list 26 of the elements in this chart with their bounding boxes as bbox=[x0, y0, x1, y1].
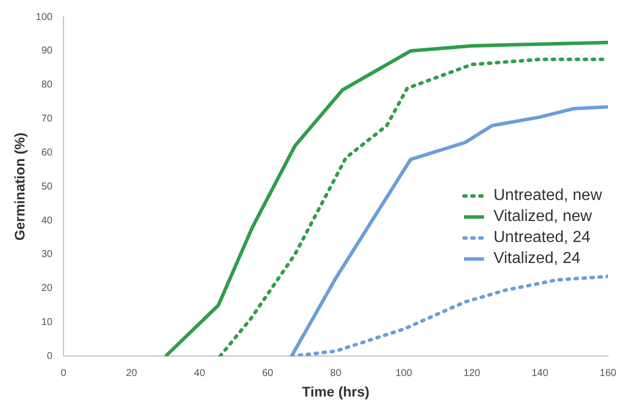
y-tick-label: 80 bbox=[41, 80, 53, 91]
x-tick-label: 60 bbox=[262, 368, 274, 379]
y-tick-label: 30 bbox=[41, 249, 53, 260]
x-tick-label: 120 bbox=[464, 368, 481, 379]
legend-label: Untreated, 24 bbox=[493, 228, 590, 248]
x-tick-label: 140 bbox=[532, 368, 549, 379]
y-tick-label: 40 bbox=[41, 215, 53, 226]
y-tick-label: 10 bbox=[41, 317, 53, 328]
y-tick-label: 90 bbox=[41, 46, 53, 57]
legend-label: Vitalized, 24 bbox=[493, 249, 580, 270]
legend-label: Vitalized, new bbox=[493, 207, 592, 228]
y-axis-title: Germination (%) bbox=[11, 132, 28, 241]
x-tick-label: 100 bbox=[395, 368, 413, 379]
y-tick-label: 20 bbox=[41, 283, 53, 294]
x-tick-label: 20 bbox=[126, 368, 138, 379]
y-tick-label: 70 bbox=[41, 114, 53, 125]
x-axis-title: Time (hrs) bbox=[302, 383, 370, 400]
legend-label: Untreated, new bbox=[493, 186, 602, 206]
y-tick-label: 0 bbox=[46, 350, 53, 362]
x-tick-label: 160 bbox=[600, 368, 617, 379]
y-tick-label: 100 bbox=[36, 12, 53, 23]
x-tick-label: 80 bbox=[330, 368, 342, 379]
y-tick-label: 50 bbox=[41, 181, 53, 192]
x-tick-label: 0 bbox=[60, 368, 67, 379]
x-tick-label: 40 bbox=[194, 368, 206, 379]
y-tick-label: 60 bbox=[41, 147, 53, 158]
